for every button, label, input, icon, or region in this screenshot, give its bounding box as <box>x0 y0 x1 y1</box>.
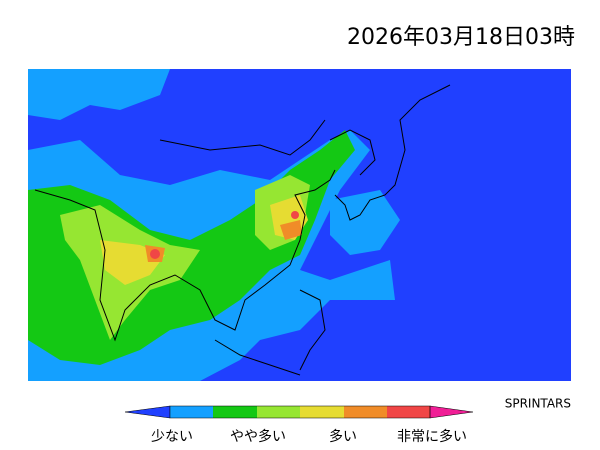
forecast-time: 2026年03月18日03時 <box>347 25 575 50</box>
legend-swatch <box>300 406 344 418</box>
legend-swatch <box>387 406 430 418</box>
legend-swatch <box>170 406 213 418</box>
legend-swatch <box>257 406 300 418</box>
legend-swatch <box>429 405 474 419</box>
color-legend: 少ない やや多い 多い 非常に多い <box>124 405 474 445</box>
legend-swatch <box>213 406 257 418</box>
legend-swatch <box>344 406 387 418</box>
legend-label: 非常に多い <box>397 428 467 445</box>
legend-swatch <box>124 405 171 419</box>
aerosol-hotspot <box>291 211 299 219</box>
aerosol-region <box>28 69 170 120</box>
aerosol-region <box>280 220 302 240</box>
legend-label: やや多い <box>230 428 286 445</box>
credit: SPRINTARS <box>505 397 571 411</box>
aerosol-hotspot <box>150 249 160 259</box>
legend-frame <box>169 405 431 419</box>
legend-label: 多い <box>329 428 357 445</box>
legend-label: 少ない <box>151 429 193 445</box>
map <box>28 69 571 381</box>
aerosol-region <box>330 190 400 255</box>
coastlines <box>34 84 451 376</box>
